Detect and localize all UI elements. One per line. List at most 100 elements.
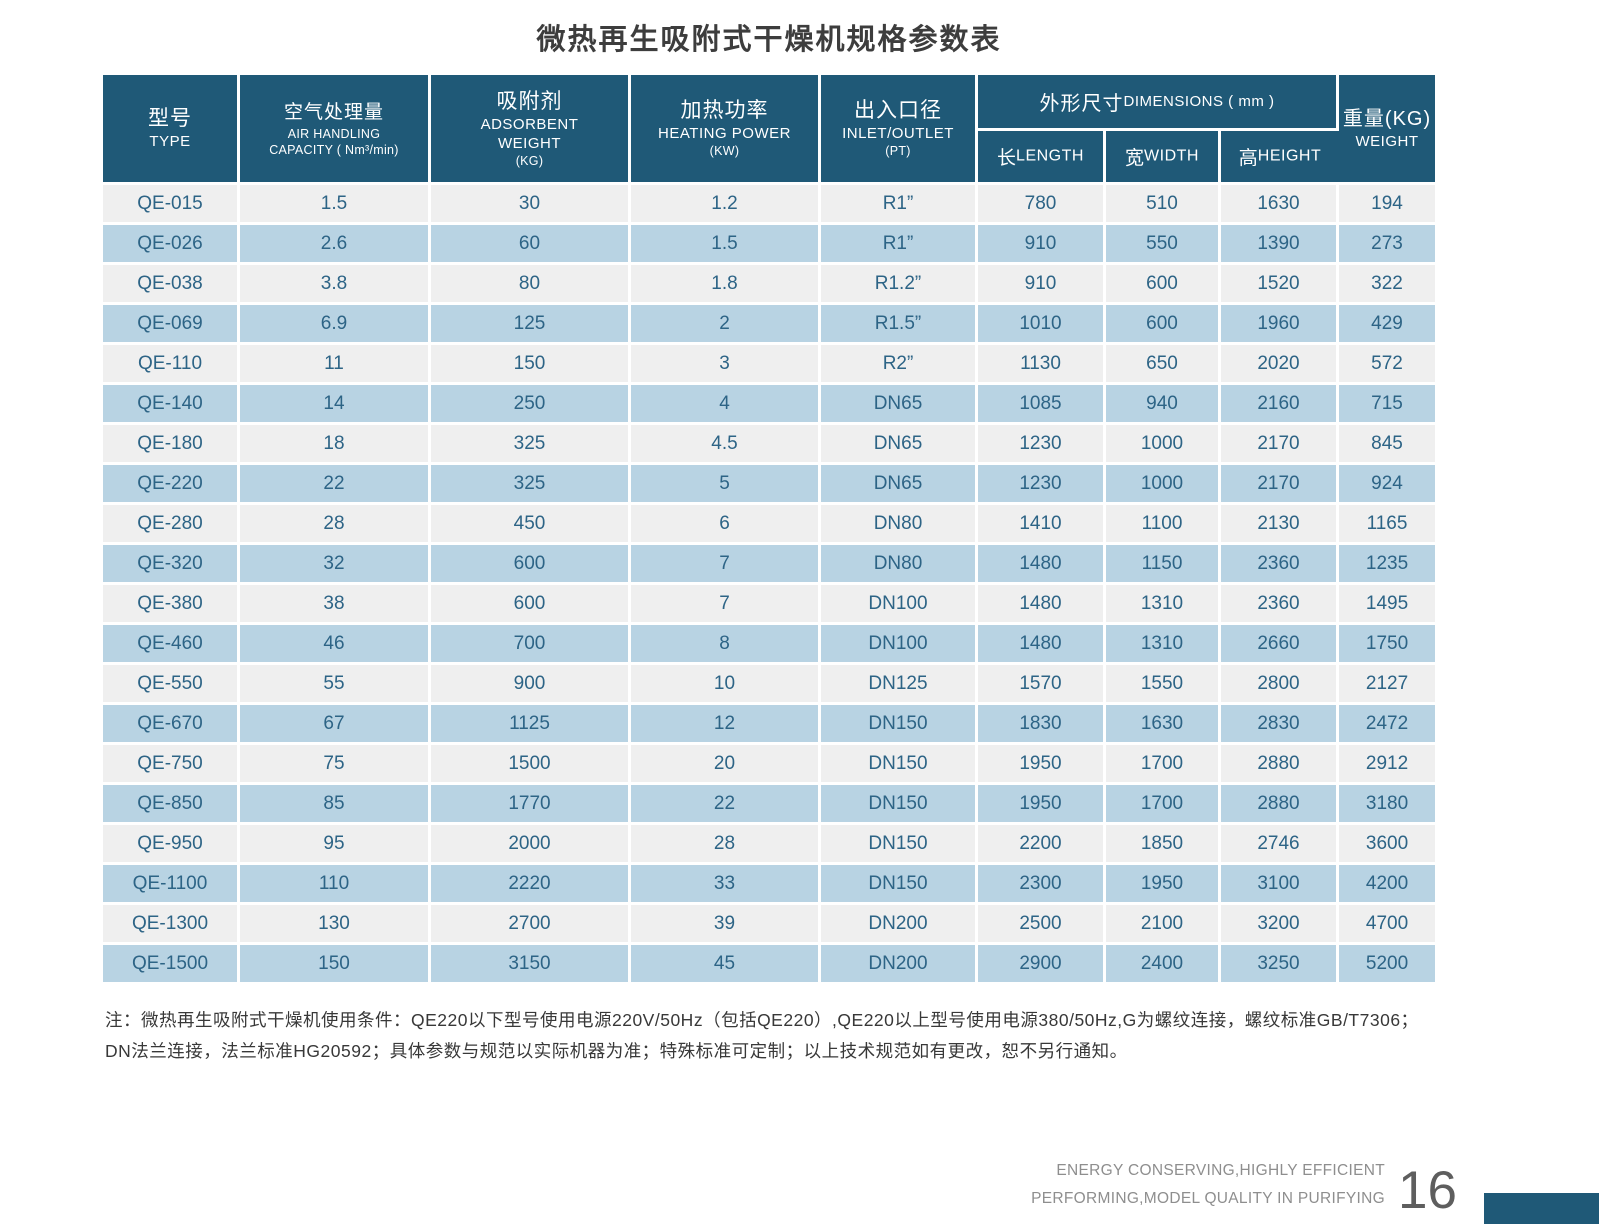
value-cell: 1700 <box>1106 745 1221 785</box>
value-cell: 7 <box>631 585 821 625</box>
value-cell: 715 <box>1339 385 1436 425</box>
header-label-en: WEIGHT <box>498 134 561 152</box>
table-row: QE-1500 150 3150 45 DN200 2900 2400 3250 5200 <box>103 945 1436 985</box>
value-cell: 45 <box>631 945 821 985</box>
model-cell: QE-380 <box>103 585 240 625</box>
table-header: 型号 TYPE 空气处理量 AIR HANDLING CAPACITY ( Nm… <box>103 75 1436 185</box>
value-cell: 2.6 <box>240 225 431 265</box>
value-cell: R1” <box>821 225 978 265</box>
value-cell: 2200 <box>978 825 1106 865</box>
table-body: QE-015 1.5 30 1.2 R1” 780 510 1630 194 QE-026 2.6 6… <box>103 185 1436 985</box>
value-cell: 1.5 <box>631 225 821 265</box>
value-cell: 2746 <box>1221 825 1340 865</box>
value-cell: 700 <box>431 625 631 665</box>
value-cell: 273 <box>1339 225 1436 265</box>
value-cell: DN150 <box>821 785 978 825</box>
value-cell: 125 <box>431 305 631 345</box>
value-cell: 1850 <box>1106 825 1221 865</box>
value-cell: 3200 <box>1221 905 1340 945</box>
value-cell: 2220 <box>431 865 631 905</box>
value-cell: 1410 <box>978 505 1106 545</box>
value-cell: 900 <box>431 665 631 705</box>
value-cell: DN125 <box>821 665 978 705</box>
table-row: QE-750 75 1500 20 DN150 1950 1700 2880 2912 <box>103 745 1436 785</box>
footer-accent-bar <box>1484 1193 1599 1224</box>
value-cell: 1550 <box>1106 665 1221 705</box>
value-cell: 20 <box>631 745 821 785</box>
header-label-en: HEIGHT <box>1257 147 1322 165</box>
model-cell: QE-550 <box>103 665 240 705</box>
value-cell: 1000 <box>1106 465 1221 505</box>
col-header-weight: 重量(KG) WEIGHT <box>1339 75 1436 185</box>
value-cell: 80 <box>431 265 631 305</box>
value-cell: 910 <box>978 265 1106 305</box>
value-cell: 650 <box>1106 345 1221 385</box>
value-cell: 2130 <box>1221 505 1340 545</box>
value-cell: 2000 <box>431 825 631 865</box>
header-label-zh: 宽 <box>1125 148 1145 169</box>
value-cell: 30 <box>431 185 631 225</box>
value-cell: 1480 <box>978 585 1106 625</box>
header-label-zh: 外形尺寸 <box>1039 93 1124 115</box>
value-cell: 22 <box>631 785 821 825</box>
value-cell: 325 <box>431 425 631 465</box>
value-cell: DN200 <box>821 905 978 945</box>
value-cell: 3100 <box>1221 865 1340 905</box>
value-cell: 1950 <box>978 745 1106 785</box>
value-cell: 2360 <box>1221 585 1340 625</box>
page-number: 16 <box>1398 1161 1457 1220</box>
value-cell: 130 <box>240 905 431 945</box>
col-header-inlet-outlet: 出入口径 INLET/OUTLET (PT) <box>821 75 978 185</box>
value-cell: DN200 <box>821 945 978 985</box>
value-cell: 22 <box>240 465 431 505</box>
table-row: QE-550 55 900 10 DN125 1570 1550 2800 2127 <box>103 665 1436 705</box>
model-cell: QE-850 <box>103 785 240 825</box>
value-cell: 3600 <box>1339 825 1436 865</box>
header-label-en: INLET/OUTLET <box>842 125 954 142</box>
value-cell: 1830 <box>978 705 1106 745</box>
value-cell: 910 <box>978 225 1106 265</box>
value-cell: DN150 <box>821 705 978 745</box>
value-cell: 1230 <box>978 465 1106 505</box>
value-cell: 1100 <box>1106 505 1221 545</box>
table-row: QE-670 67 1125 12 DN150 1830 1630 2830 2472 <box>103 705 1436 745</box>
header-label-zh: 型号 <box>148 107 192 130</box>
value-cell: 3150 <box>431 945 631 985</box>
value-cell: 2100 <box>1106 905 1221 945</box>
value-cell: 1000 <box>1106 425 1221 465</box>
header-label-en: (KG) <box>515 153 544 168</box>
value-cell: 2400 <box>1106 945 1221 985</box>
value-cell: R1.2” <box>821 265 978 305</box>
table-row: QE-460 46 700 8 DN100 1480 1310 2660 1750 <box>103 625 1436 665</box>
value-cell: 600 <box>431 585 631 625</box>
value-cell: 429 <box>1339 305 1436 345</box>
value-cell: DN65 <box>821 425 978 465</box>
value-cell: 1520 <box>1221 265 1340 305</box>
table-row: QE-1100 110 2220 33 DN150 2300 1950 3100 4200 <box>103 865 1436 905</box>
value-cell: 12 <box>631 705 821 745</box>
table-row: QE-069 6.9 125 2 R1.5” 1010 600 1960 429 <box>103 305 1436 345</box>
value-cell: 1310 <box>1106 585 1221 625</box>
col-header-height: 高HEIGHT <box>1221 131 1340 185</box>
value-cell: 2700 <box>431 905 631 945</box>
value-cell: 4700 <box>1339 905 1436 945</box>
spec-table: 型号 TYPE 空气处理量 AIR HANDLING CAPACITY ( Nm… <box>103 75 1436 985</box>
value-cell: 2880 <box>1221 745 1340 785</box>
header-label-en: WIDTH <box>1144 147 1199 165</box>
value-cell: 572 <box>1339 345 1436 385</box>
value-cell: 33 <box>631 865 821 905</box>
value-cell: 2360 <box>1221 545 1340 585</box>
value-cell: 5 <box>631 465 821 505</box>
footer-slogan: ENERGY CONSERVING,HIGHLY EFFICIENT PERFO… <box>1031 1157 1385 1213</box>
value-cell: DN65 <box>821 465 978 505</box>
footer-slogan-line-2: PERFORMING,MODEL QUALITY IN PURIFYING <box>1031 1190 1385 1207</box>
header-label-zh: 加热功率 <box>680 99 769 122</box>
model-cell: QE-110 <box>103 345 240 385</box>
value-cell: 2912 <box>1339 745 1436 785</box>
table-row: QE-320 32 600 7 DN80 1480 1150 2360 1235 <box>103 545 1436 585</box>
value-cell: DN80 <box>821 545 978 585</box>
value-cell: 1770 <box>431 785 631 825</box>
value-cell: 1750 <box>1339 625 1436 665</box>
header-label-en: (PT) <box>885 144 911 158</box>
